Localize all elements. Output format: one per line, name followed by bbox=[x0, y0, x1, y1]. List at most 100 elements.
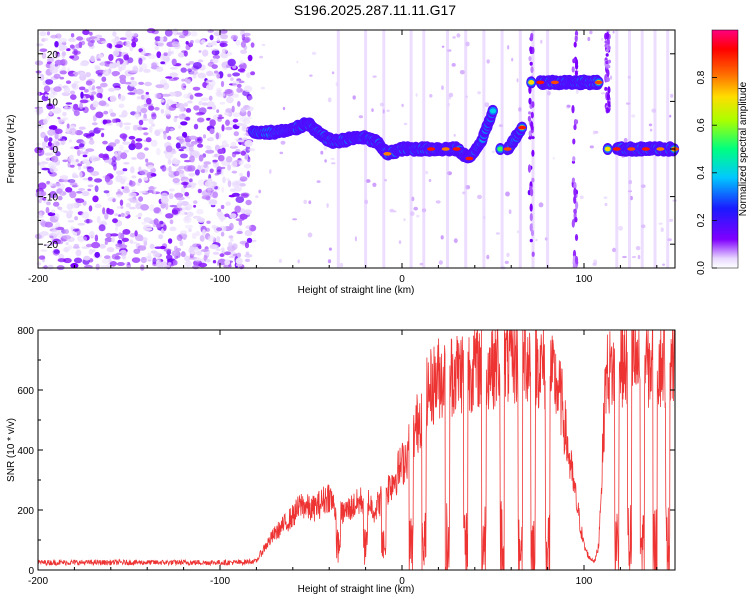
noise-blob bbox=[124, 125, 131, 131]
noise-blob bbox=[631, 114, 636, 118]
noise-blob bbox=[206, 220, 211, 224]
noise-blob bbox=[662, 263, 665, 266]
noise-blob bbox=[145, 158, 149, 163]
noise-blob bbox=[185, 108, 192, 113]
noise-blob bbox=[46, 201, 51, 206]
burst-blob bbox=[607, 86, 611, 94]
noise-blob bbox=[186, 211, 194, 217]
noise-blob bbox=[166, 258, 174, 262]
noise-blob bbox=[95, 86, 102, 89]
noise-blob bbox=[226, 96, 234, 104]
noise-blob bbox=[179, 239, 184, 247]
noise-blob bbox=[104, 123, 113, 126]
noise-blob bbox=[140, 107, 148, 114]
noise-blob bbox=[132, 124, 138, 131]
noise-blob bbox=[70, 226, 74, 231]
noise-blob bbox=[196, 243, 202, 248]
noise-blob bbox=[193, 123, 199, 130]
noise-blob bbox=[143, 132, 149, 136]
noise-blob bbox=[230, 34, 239, 41]
noise-blob bbox=[119, 120, 123, 128]
noise-blob bbox=[245, 225, 252, 230]
noise-blob bbox=[43, 118, 48, 125]
noise-blob bbox=[415, 93, 418, 97]
noise-blob bbox=[416, 214, 420, 218]
noise-blob bbox=[129, 45, 134, 52]
noise-blob bbox=[38, 198, 42, 204]
noise-blob bbox=[91, 122, 98, 126]
colorbar-label: Normalized spectral amplitude bbox=[738, 81, 749, 216]
noise-blob bbox=[94, 234, 99, 242]
noise-blob bbox=[228, 235, 234, 239]
noise-blob bbox=[592, 130, 595, 135]
noise-blob bbox=[200, 97, 209, 101]
noise-blob bbox=[121, 254, 126, 260]
noise-blob bbox=[218, 114, 223, 117]
noise-blob bbox=[229, 188, 236, 193]
noise-blob bbox=[183, 159, 192, 163]
noise-blob bbox=[209, 34, 214, 41]
noise-blob bbox=[104, 119, 112, 124]
spectrogram-y-axis-label: Frequency (Hz) bbox=[6, 115, 17, 184]
noise-blob bbox=[207, 106, 214, 110]
noise-blob bbox=[637, 254, 641, 260]
noise-blob bbox=[45, 157, 51, 161]
burst-blob bbox=[605, 31, 610, 40]
noise-blob bbox=[116, 206, 121, 209]
noise-blob bbox=[78, 41, 83, 49]
noise-blob bbox=[43, 85, 51, 93]
noise-blob bbox=[66, 123, 70, 129]
noise-blob bbox=[73, 257, 83, 264]
noise-blob bbox=[67, 219, 75, 223]
noise-blob bbox=[159, 36, 164, 42]
noise-blob bbox=[669, 114, 672, 118]
noise-blob bbox=[147, 53, 157, 60]
noise-blob bbox=[44, 152, 54, 156]
noise-blob bbox=[65, 102, 73, 105]
noise-blob bbox=[129, 199, 139, 204]
noise-blob bbox=[215, 87, 222, 93]
noise-blob bbox=[221, 166, 226, 170]
noise-blob bbox=[72, 228, 80, 232]
noise-blob bbox=[108, 108, 114, 114]
noise-blob bbox=[232, 112, 241, 118]
noise-blob bbox=[78, 143, 85, 148]
noise-blob bbox=[145, 137, 152, 143]
noise-blob bbox=[232, 72, 241, 77]
noise-blob bbox=[219, 42, 228, 47]
burst-blob bbox=[572, 58, 576, 64]
burst-blob bbox=[606, 69, 610, 78]
noise-blob bbox=[245, 145, 251, 153]
noise-blob bbox=[145, 91, 149, 95]
signal-peak bbox=[503, 147, 512, 151]
noise-blob bbox=[180, 153, 188, 159]
noise-blob bbox=[67, 161, 71, 168]
noise-blob bbox=[42, 197, 47, 201]
noise-blob bbox=[50, 34, 58, 39]
noise-blob bbox=[477, 91, 481, 95]
burst-blob bbox=[575, 201, 579, 210]
noise-blob bbox=[70, 33, 75, 38]
noise-blob bbox=[193, 200, 198, 205]
noise-blob bbox=[236, 159, 245, 163]
noise-blob bbox=[635, 246, 641, 251]
noise-blob bbox=[230, 141, 237, 147]
noise-blob bbox=[413, 206, 419, 211]
noise-blob bbox=[245, 251, 250, 256]
noise-blob bbox=[328, 247, 332, 251]
noise-blob bbox=[91, 91, 97, 95]
noise-blob bbox=[204, 169, 208, 173]
burst-blob bbox=[528, 97, 532, 105]
noise-blob bbox=[176, 167, 182, 172]
noise-blob bbox=[54, 128, 63, 135]
noise-blob bbox=[75, 159, 79, 163]
noise-blob bbox=[58, 37, 68, 43]
noise-blob bbox=[235, 257, 243, 265]
noise-blob bbox=[47, 141, 53, 147]
noise-blob bbox=[216, 248, 221, 252]
noise-blob bbox=[81, 211, 90, 219]
noise-blob bbox=[441, 45, 445, 48]
noise-blob bbox=[120, 206, 124, 209]
noise-blob bbox=[138, 235, 144, 242]
